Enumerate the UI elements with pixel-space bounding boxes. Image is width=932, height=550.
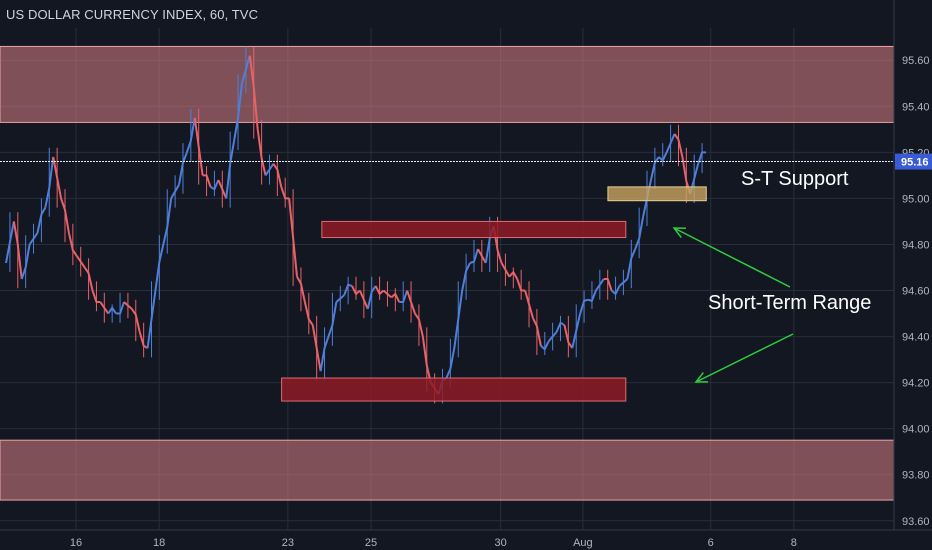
zones <box>0 45 895 501</box>
annotation-boxes <box>281 186 707 402</box>
price-badge-text: 95.16 <box>901 157 929 169</box>
price-badge-bg <box>895 153 932 170</box>
range-top-box <box>321 220 627 239</box>
st-support-label: S-T Support <box>741 168 849 190</box>
annotation-arrows <box>672 227 794 383</box>
time-tick-label: 23 <box>282 537 294 549</box>
arrow-head <box>672 227 687 239</box>
short-term-range-label: Short-Term Range <box>708 292 872 314</box>
time-tick-label: 6 <box>708 537 714 549</box>
arrow-to-range-top <box>672 227 791 288</box>
time-tick-label: 25 <box>365 537 377 549</box>
price-tick-label: 94.00 <box>902 424 930 436</box>
arrow-shaft <box>673 227 791 288</box>
arrow-shaft <box>695 333 794 383</box>
arrow-to-range-bottom <box>694 333 794 383</box>
price-tick-label: 94.60 <box>902 286 930 298</box>
time-tick-label: 8 <box>791 537 797 549</box>
price-tick-label: 95.00 <box>902 193 930 205</box>
time-axis[interactable]: 16 18 23 25 30 Aug 6 8 <box>70 537 797 549</box>
chart-title: US DOLLAR CURRENCY INDEX, 60, TVC <box>6 7 259 22</box>
arrow-head <box>694 372 709 383</box>
resistance-zone <box>0 45 895 123</box>
price-tick-label: 95.40 <box>902 101 930 113</box>
price-tick-label: 93.60 <box>902 516 930 528</box>
time-tick-label: 16 <box>70 537 82 549</box>
support-zone <box>0 439 895 501</box>
time-tick-label: Aug <box>573 537 593 549</box>
price-tick-label: 95.60 <box>902 55 930 67</box>
price-tick-label: 94.80 <box>902 239 930 251</box>
price-tick-label: 93.80 <box>902 470 930 482</box>
price-tick-label: 94.40 <box>902 332 930 344</box>
current-price-badge: 95.16 <box>895 153 932 170</box>
price-tick-label: 94.20 <box>902 378 930 390</box>
range-bottom-box <box>281 377 627 402</box>
st-support-box <box>607 186 707 202</box>
time-tick-label: 18 <box>153 537 165 549</box>
time-tick-label: 30 <box>495 537 507 549</box>
